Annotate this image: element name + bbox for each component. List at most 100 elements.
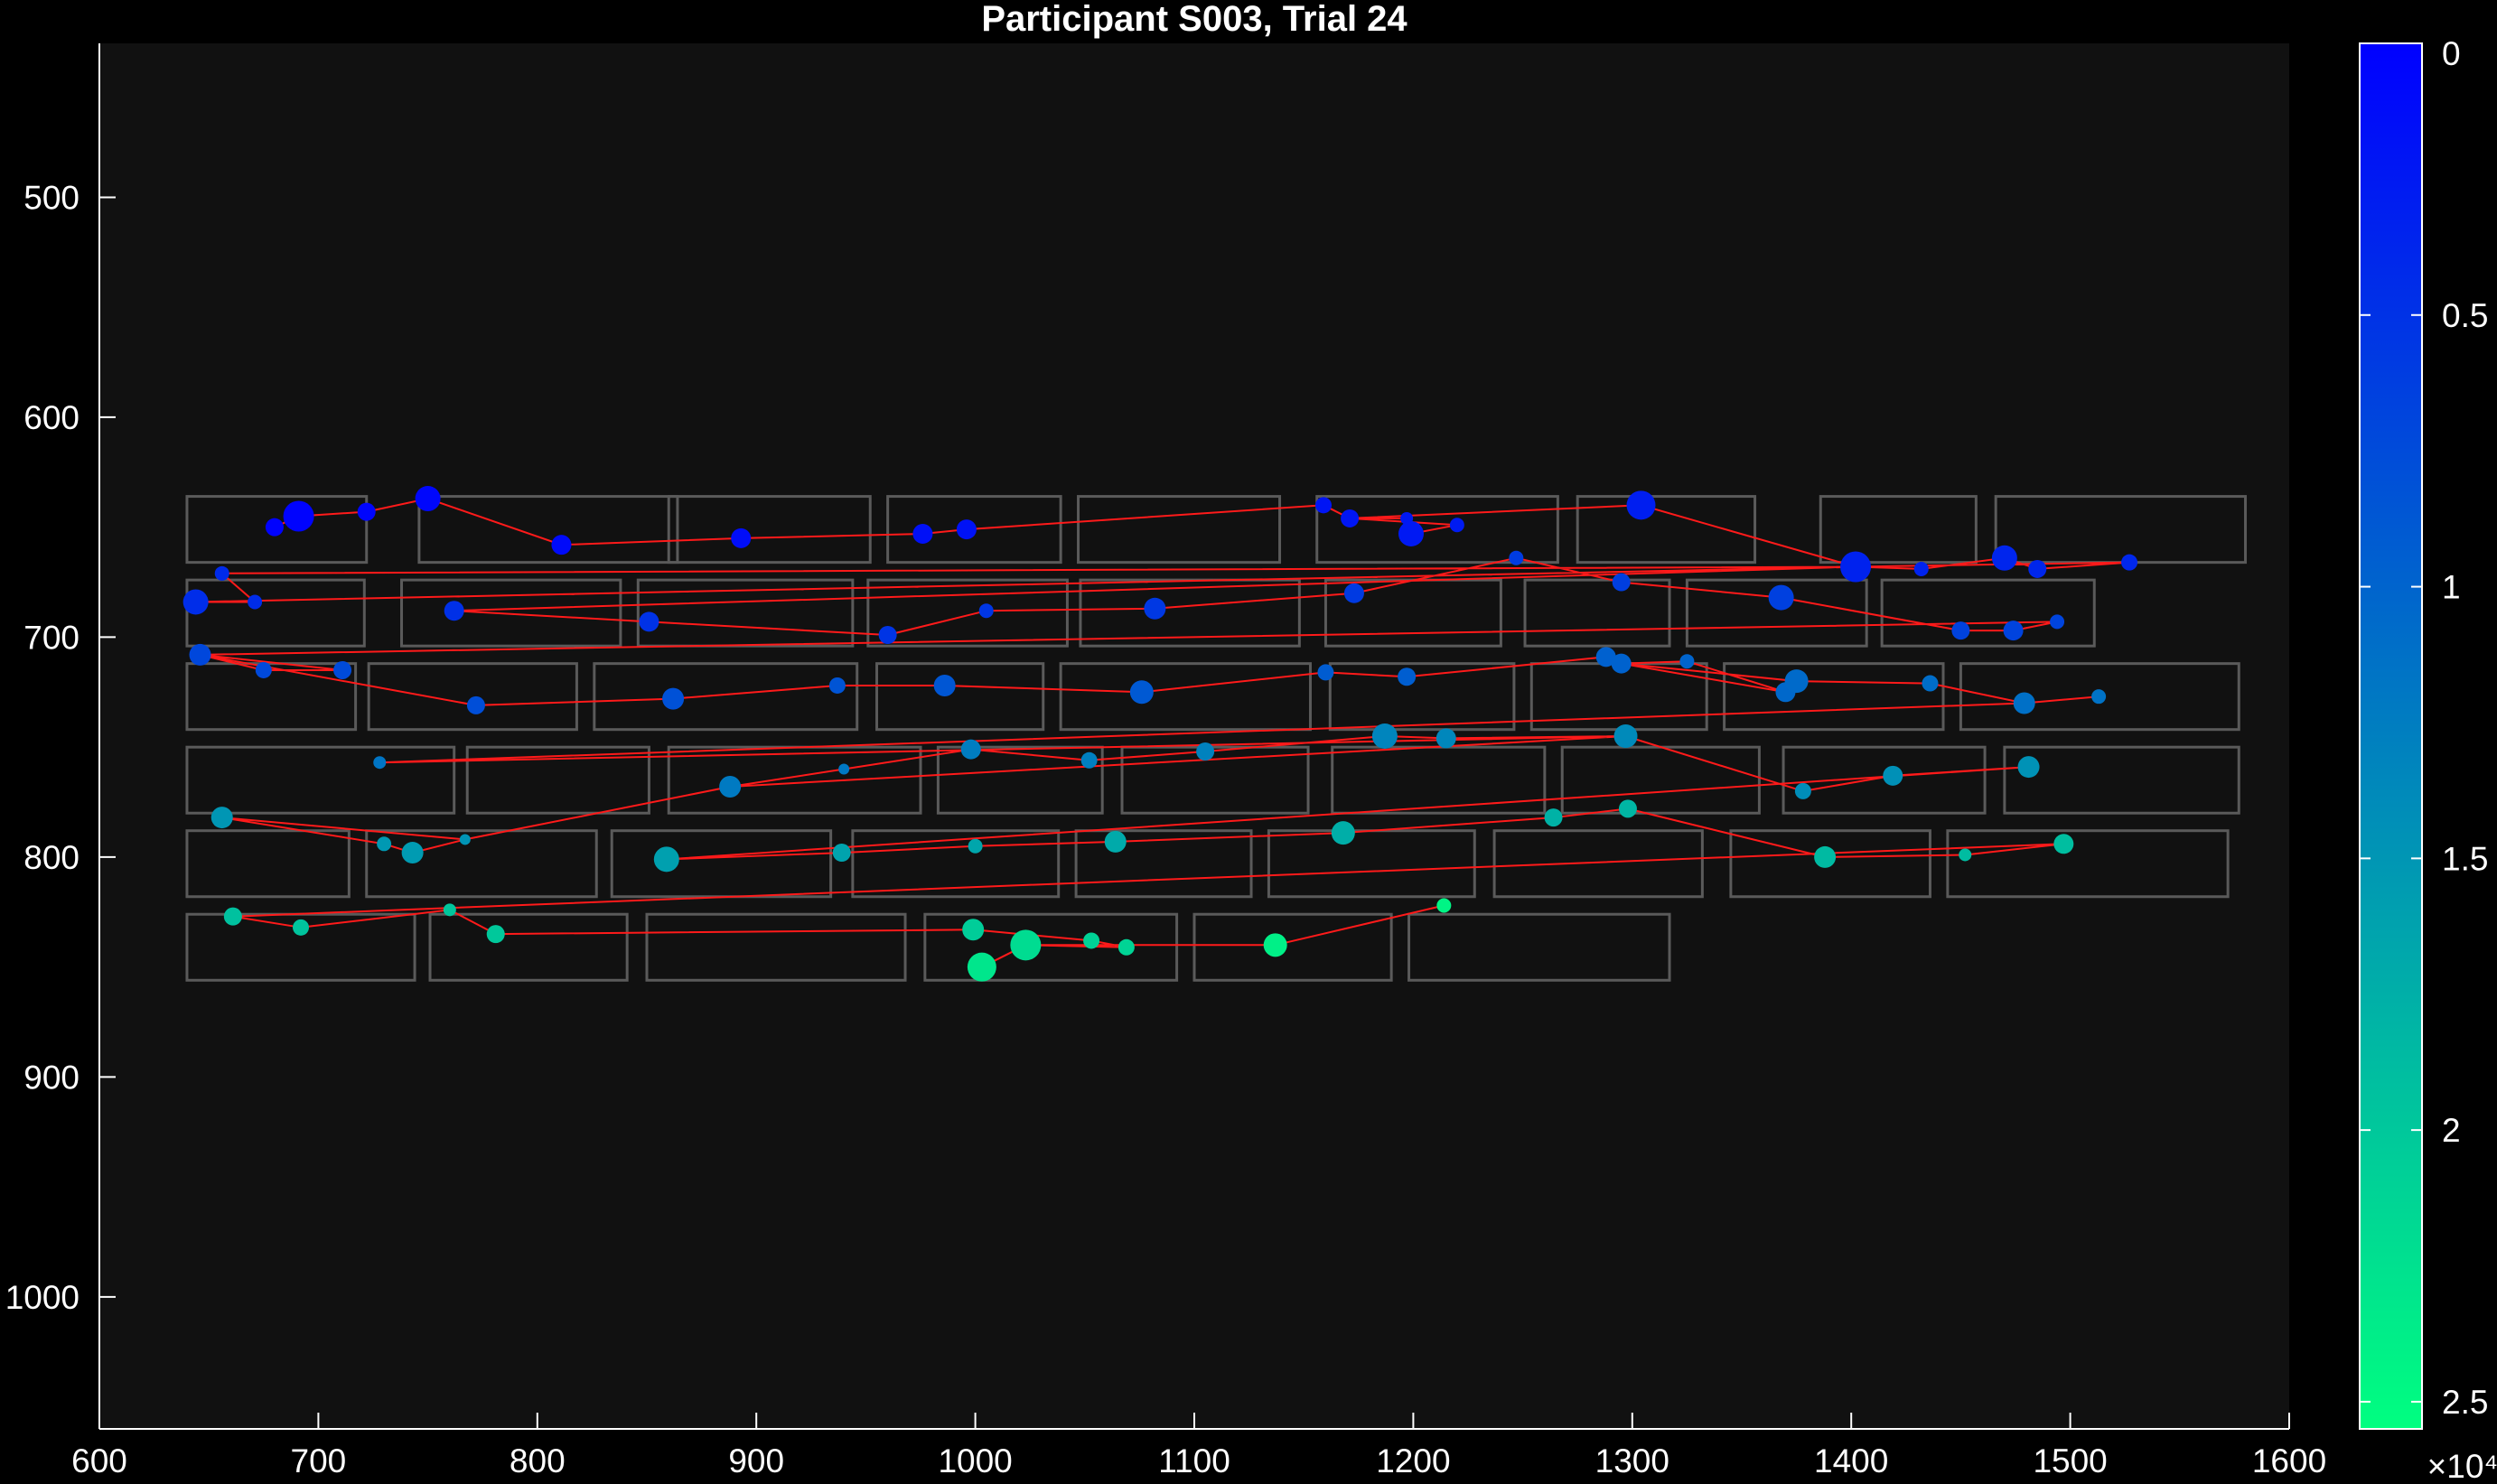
word-box	[1077, 495, 1282, 565]
colorbar-ticks: 0 0.5 1 1.5 2 2.5	[2360, 35, 2488, 1421]
word-box	[185, 829, 351, 899]
colorbar	[2359, 42, 2423, 1430]
colorbar-tick-label: 2.5	[2442, 1384, 2488, 1421]
fixation-point	[1618, 799, 1637, 818]
fixation-point	[967, 952, 996, 982]
y-tick-label: 700	[23, 619, 79, 656]
fixation-point	[653, 846, 679, 873]
fixation-point	[2028, 559, 2047, 578]
word-box	[2003, 745, 2240, 815]
word-box	[185, 745, 456, 815]
fixation-point	[1436, 898, 1452, 913]
y-tick-label: 500	[23, 179, 79, 216]
word-box	[367, 662, 578, 732]
fixation-point	[1129, 680, 1154, 705]
fixation-point	[2053, 834, 2074, 854]
colorbar-tick-label: 0.5	[2442, 297, 2488, 334]
fixation-point	[878, 625, 897, 644]
fixation-point	[1083, 932, 1100, 949]
x-tick-label: 1100	[1158, 1442, 1230, 1479]
fixation-point	[1317, 664, 1334, 681]
fixation-point	[933, 674, 956, 696]
x-tick-label: 1400	[1814, 1442, 1888, 1479]
fixation-point	[1509, 550, 1524, 565]
fixation-point	[1951, 621, 1970, 640]
fixation-point	[1263, 933, 1287, 957]
word-box	[1819, 495, 1978, 565]
fixation-point	[551, 535, 572, 555]
fixation-point	[1343, 583, 1364, 603]
fixation-point	[2013, 692, 2035, 714]
word-box	[400, 578, 622, 648]
word-box	[185, 578, 366, 648]
x-ticks: 600 700 800 900 1000 1100 1200 1300 1400 1500 1600	[71, 1413, 2326, 1479]
fixation-point	[962, 919, 985, 941]
fixation-point	[2003, 621, 2024, 641]
word-box	[1782, 745, 1987, 815]
word-box	[866, 578, 1069, 648]
word-box	[936, 745, 1104, 815]
fixation-point	[1959, 848, 1972, 862]
x-tick-label: 800	[510, 1442, 566, 1479]
colorbar-tick-label: 0	[2442, 35, 2461, 72]
fixation-point	[1913, 561, 1929, 576]
fixation-point	[1436, 728, 1456, 749]
fixation-point	[1626, 490, 1656, 520]
word-box	[185, 662, 358, 732]
fixation-point	[1544, 808, 1563, 827]
fixation-point	[1784, 669, 1809, 694]
word-boxes-layer	[185, 495, 2248, 982]
fixation-point	[377, 836, 392, 852]
word-box	[1880, 578, 2096, 648]
word-box	[1059, 662, 1312, 732]
y-tick-label: 800	[23, 839, 79, 876]
fixation-point	[1768, 584, 1794, 611]
fixation-point	[968, 838, 983, 854]
fixation-point	[832, 844, 851, 863]
word-box	[1315, 495, 1559, 565]
fixation-point	[293, 919, 310, 936]
fixation-point	[1612, 573, 1631, 592]
fixation-point	[1144, 597, 1166, 620]
fixation-point	[182, 589, 209, 615]
y-ticks: 500 600 700 800 900 1000	[5, 179, 116, 1316]
fixation-point	[283, 500, 314, 532]
word-box	[365, 829, 598, 899]
x-tick-label: 1300	[1595, 1442, 1669, 1479]
fixation-point	[2121, 554, 2138, 571]
word-box	[1079, 578, 1301, 648]
y-tick-label: 600	[23, 399, 79, 436]
fixation-point	[443, 903, 456, 917]
fixation-point	[838, 763, 850, 775]
fixation-point	[731, 527, 752, 548]
word-box	[1959, 662, 2240, 732]
x-tick-label: 1000	[938, 1442, 1012, 1479]
fixation-point	[1449, 518, 1464, 533]
fixation-point	[444, 601, 464, 621]
word-box	[1407, 912, 1671, 982]
word-box	[593, 662, 859, 732]
word-box	[1946, 829, 2230, 899]
word-box	[1328, 662, 1516, 732]
fixation-point	[466, 695, 485, 714]
fixation-point	[189, 643, 211, 666]
fixation-point	[1679, 654, 1695, 669]
word-box	[1192, 912, 1393, 982]
fixation-point	[1613, 724, 1638, 748]
fixation-point	[960, 739, 981, 760]
word-box	[185, 495, 369, 565]
fixation-point	[2050, 614, 2065, 630]
word-box	[923, 912, 1179, 982]
fixation-point	[459, 834, 471, 845]
word-box	[1074, 829, 1253, 899]
word-box	[465, 745, 650, 815]
fixation-point	[1371, 723, 1398, 749]
x-tick-label: 1600	[2252, 1442, 2326, 1479]
fixation-point	[1883, 765, 1903, 786]
word-box	[875, 662, 1045, 732]
word-box	[851, 829, 1061, 899]
fixation-point	[662, 687, 685, 710]
fixation-point	[333, 660, 352, 679]
fixation-point	[1315, 497, 1333, 514]
